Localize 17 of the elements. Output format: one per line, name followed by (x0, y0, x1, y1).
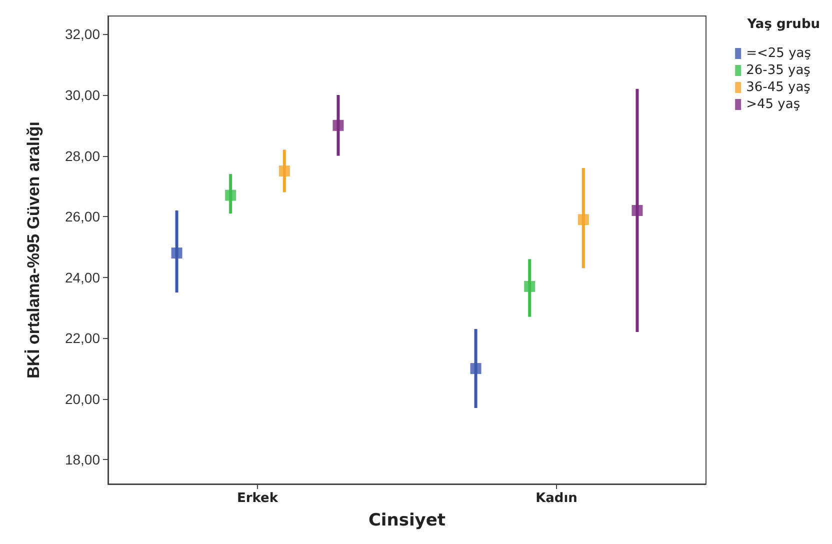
y-tick-label: 22,00 (64, 330, 100, 346)
legend-label: >45 yaş (746, 97, 800, 112)
y-tick-label: 24,00 (64, 269, 100, 286)
legend-label: 26-35 yaş (746, 63, 811, 78)
x-axis-title: Cinsiyet (368, 510, 446, 530)
legend-label: =<25 yaş (746, 46, 812, 61)
y-axis-title: BKİ ortalama-%95 Güven aralığı (24, 122, 43, 378)
legend-title: Yaş grubu (746, 17, 820, 32)
y-tick-label: 18,00 (64, 452, 100, 468)
legend-label: 36-45 yaş (746, 80, 811, 95)
y-tick-label: 26,00 (64, 208, 100, 225)
y-tick-label: 30,00 (64, 87, 100, 104)
x-tick-label: Erkek (236, 491, 278, 506)
y-tick-label: 32,00 (64, 26, 100, 42)
y-tick-label: 28,00 (64, 148, 100, 164)
y-tick-label: 20,00 (64, 390, 100, 407)
x-tick-label: Kadın (536, 491, 578, 506)
